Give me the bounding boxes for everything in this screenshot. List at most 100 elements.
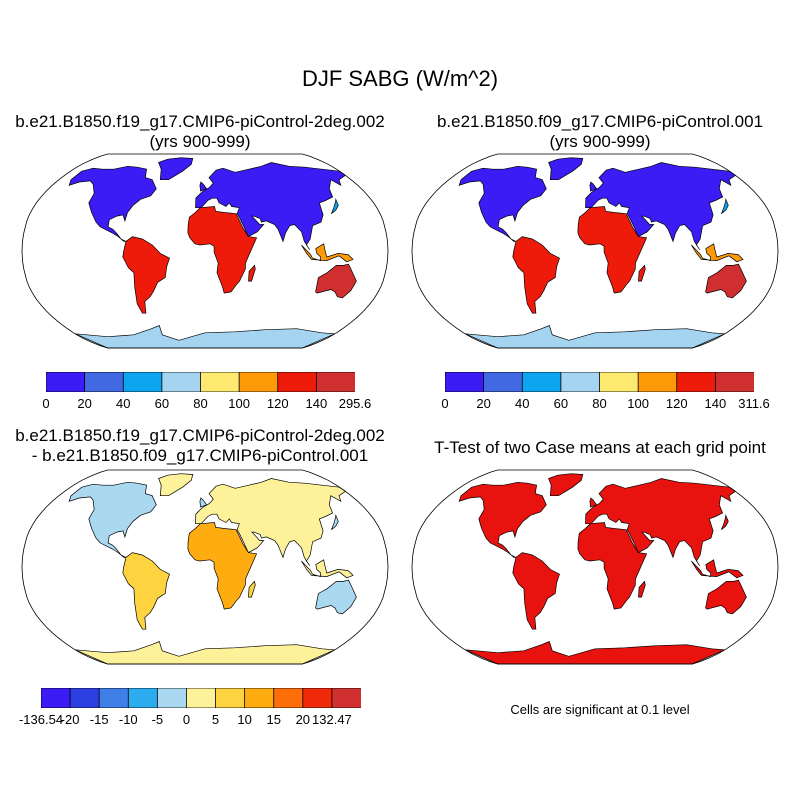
south-america-landmass: [512, 552, 560, 630]
colorbar-swatch: [98, 688, 130, 708]
greenland-landmass: [548, 473, 584, 497]
colorbar-swatch: [161, 372, 202, 392]
antarctica-landmass: [75, 641, 335, 665]
colorbar-tick-label: 20: [295, 712, 311, 727]
colorbar-swatch: [244, 688, 275, 708]
panel3-title-line1: b.e21.B1850.f19_g17.CMIP6-piControl-2deg…: [15, 426, 385, 445]
colorbar-tick-label: 140: [305, 396, 328, 411]
colorbar-tick-label: -136.54: [18, 712, 64, 727]
panel1-title-line2: (yrs 900-999): [149, 132, 251, 151]
panel2-title-line2: (yrs 900-999): [549, 132, 651, 151]
panel2-title: b.e21.B1850.f09_g17.CMIP6-piControl.001 …: [400, 112, 800, 152]
panel1-title-line1: b.e21.B1850.f19_g17.CMIP6-piControl-2deg…: [15, 112, 385, 131]
panel1-map: [21, 153, 389, 349]
eurasia-landmass: [195, 478, 347, 566]
colorbar-swatch: [41, 688, 71, 708]
colorbar-tick-label: 120: [266, 396, 289, 411]
colorbar-tick-label: -20: [60, 712, 80, 727]
north-america-landmass: [458, 481, 547, 558]
north-america-landmass: [458, 165, 547, 242]
panel3-colorbar: -136.54 -20 -15 -10 -5 0 5 10 15 20 132.47: [19, 688, 361, 727]
colorbar-swatch: [156, 688, 188, 708]
panel1-colorbar: 0 20 40 60 80 100 120 140 295.6: [42, 372, 371, 411]
colorbar-tick-label: 40: [515, 396, 530, 411]
colorbar-tick-label: 15: [266, 712, 281, 727]
japan-landmass: [721, 197, 729, 214]
great-britain-landmass: [589, 181, 598, 192]
australia-landmass: [705, 579, 747, 615]
panel3-map: [21, 469, 389, 665]
panel2-map: [411, 153, 779, 349]
great-britain-landmass: [199, 181, 208, 192]
antarctica-landmass: [75, 325, 335, 349]
africa-landmass: [187, 522, 258, 610]
great-britain-landmass: [199, 497, 208, 508]
colorbar-swatch: [521, 372, 562, 392]
colorbar-tick-label: 20: [476, 396, 491, 411]
japan-landmass: [331, 513, 339, 530]
colorbar-tick-label: 140: [704, 396, 727, 411]
colorbar-swatch: [238, 372, 279, 392]
panel4-title-line1: T-Test of two Case means at each grid po…: [434, 438, 766, 457]
colorbar-swatch: [69, 688, 101, 708]
colorbar-tick-label: 100: [627, 396, 649, 411]
colorbar-swatch: [273, 688, 304, 708]
south-america-landmass: [122, 236, 170, 314]
south-america-landmass: [512, 236, 560, 314]
indonesia-landmass: [301, 243, 354, 263]
colorbar-tick-label: 80: [193, 396, 208, 411]
panel4-map: [411, 469, 779, 665]
greenland-landmass: [158, 473, 194, 497]
madagascar-landmass: [248, 580, 256, 598]
colorbar-swatch: [186, 688, 217, 708]
colorbar-swatch: [331, 688, 361, 708]
colorbar-swatch: [127, 688, 159, 708]
eurasia-landmass: [585, 162, 737, 250]
colorbar-tick-label: -15: [89, 712, 109, 727]
colorbar-tick-label: 80: [592, 396, 607, 411]
colorbar-swatch: [714, 372, 754, 392]
madagascar-landmass: [248, 264, 256, 282]
panel3-title-line2: - b.e21.B1850.f09_g17.CMIP6-piControl.00…: [31, 446, 369, 465]
colorbar-tick-label: 40: [116, 396, 131, 411]
map-outline: [21, 469, 389, 665]
panel2-colorbar: 0 20 40 60 80 100 120 140 311.6: [441, 372, 770, 411]
colorbar-tick-label: 0: [441, 396, 449, 411]
antarctica-landmass: [465, 641, 725, 665]
significance-note: Cells are significant at 0.1 level: [510, 702, 690, 717]
colorbar-tick-label: 0: [42, 396, 50, 411]
greenland-landmass: [548, 157, 584, 181]
colorbar-swatch: [46, 372, 86, 392]
panel3-title: b.e21.B1850.f19_g17.CMIP6-piControl-2deg…: [0, 426, 400, 466]
colorbar-swatch: [122, 372, 163, 392]
panel4-title: T-Test of two Case means at each grid po…: [400, 438, 800, 458]
africa-landmass: [577, 522, 648, 610]
australia-landmass: [705, 263, 747, 299]
colorbar-tick-label: 20: [77, 396, 92, 411]
north-america-landmass: [68, 165, 157, 242]
greenland-landmass: [158, 157, 194, 181]
colorbar-tick-label: 295.6: [338, 396, 372, 411]
indonesia-landmass: [691, 559, 744, 579]
map-outline: [411, 153, 779, 349]
indonesia-landmass: [691, 243, 744, 263]
panel2-title-line1: b.e21.B1850.f09_g17.CMIP6-piControl.001: [436, 112, 764, 131]
colorbar-swatch: [200, 372, 241, 392]
australia-landmass: [315, 579, 357, 615]
japan-landmass: [721, 513, 729, 530]
colorbar-swatch: [315, 372, 355, 392]
colorbar-tick-label: 60: [154, 396, 170, 411]
colorbar-tick-label: 5: [211, 712, 220, 727]
map-outline: [21, 153, 389, 349]
colorbar-tick-label: 311.6: [738, 396, 770, 411]
colorbar-tick-label: 60: [553, 396, 569, 411]
colorbar-tick-label: 120: [665, 396, 688, 411]
colorbar-tick-label: -5: [151, 712, 164, 727]
south-america-landmass: [122, 552, 170, 630]
africa-landmass: [187, 206, 258, 294]
colorbar-tick-label: -10: [118, 712, 138, 727]
figure-title: DJF SABG (W/m^2): [301, 66, 499, 91]
colorbar-tick-label: 0: [182, 712, 191, 727]
colorbar-swatch: [483, 372, 524, 392]
colorbar-swatch: [302, 688, 333, 708]
